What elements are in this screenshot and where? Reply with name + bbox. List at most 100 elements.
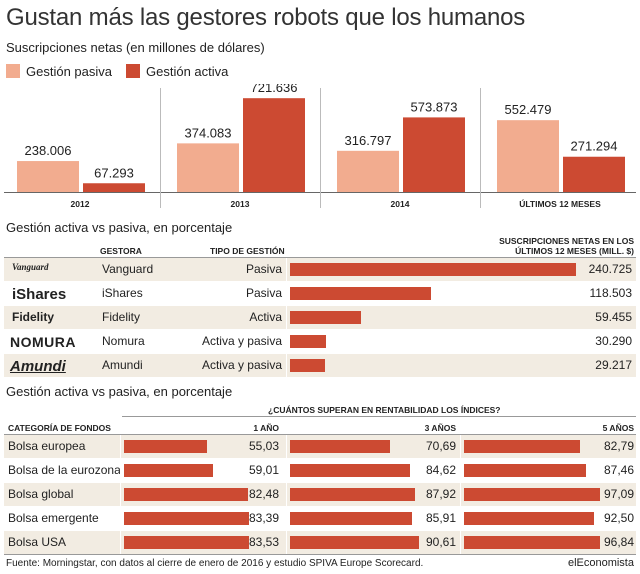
bar-bolsa-usa-3-anos	[290, 536, 419, 549]
category-label-bolsa-usa: Bolsa USA	[8, 535, 67, 549]
bar-fidelity	[290, 311, 361, 324]
bar-gestion-activa-ultimos-12-meses	[563, 156, 625, 192]
gestora-name: Vanguard	[102, 262, 154, 276]
logo-nomura: NOMURA	[10, 334, 76, 350]
value-label-nomura: 30.290	[595, 334, 632, 348]
legend-swatch-activa	[126, 64, 140, 78]
header-period-3: 3 AÑOS	[424, 423, 456, 433]
category-label-bolsa-emergente: Bolsa emergente	[8, 511, 99, 525]
value-label-bolsa-de-la-eurozona-1-ano: 59,01	[248, 463, 279, 477]
bar-bolsa-europea-1-ano	[124, 440, 207, 453]
legend: Gestión pasiva Gestión activa	[6, 62, 242, 80]
value-label-bolsa-europea-3-anos: 70,69	[425, 439, 456, 453]
question-header: ¿CUÁNTOS SUPERAN EN RENTABILIDAD LOS ÍND…	[268, 405, 501, 415]
bar-bolsa-global-5-anos	[464, 488, 600, 501]
category-label-2014: 2014	[391, 199, 410, 209]
bar-bolsa-de-la-eurozona-1-ano	[124, 464, 213, 477]
bar-bolsa-de-la-eurozona-5-anos	[464, 464, 587, 477]
header-tipo: TIPO DE GESTIÓN	[210, 246, 285, 256]
value-label-bolsa-global-3-anos: 87,92	[425, 487, 456, 501]
category-label-2013: 2013	[231, 199, 250, 209]
bar-bolsa-global-1-ano	[124, 488, 248, 501]
tipo-gestion: Pasiva	[245, 262, 282, 276]
bar-gestion-pasiva-2014	[337, 150, 399, 192]
category-label-bolsa-global: Bolsa global	[8, 487, 74, 501]
gestora-name: iShares	[102, 286, 143, 300]
bar-bolsa-emergente-3-anos	[290, 512, 412, 525]
value-label-vanguard: 240.725	[588, 262, 632, 276]
header-gestora: GESTORA	[100, 246, 142, 256]
header-categoria: CATEGORÍA DE FONDOS	[8, 423, 111, 433]
bar-label-gestion-pasiva-ultimos-12-meses: 552.479	[505, 102, 552, 117]
gestora-name: Amundi	[102, 358, 143, 372]
bar-label-gestion-activa-2014: 573.873	[411, 99, 458, 114]
legend-swatch-pasiva	[6, 64, 20, 78]
bar-vanguard	[290, 263, 576, 276]
value-label-bolsa-emergente-1-ano: 83,39	[248, 511, 279, 525]
value-label-ishares: 118.503	[589, 286, 633, 300]
bar-gestion-pasiva-ultimos-12-meses	[497, 120, 559, 192]
bar-label-gestion-activa-2013: 721.636	[251, 84, 298, 95]
chart-subtitle: Suscripciones netas (en millones de dóla…	[6, 40, 265, 55]
column-divider	[120, 435, 121, 555]
legend-label-pasiva: Gestión pasiva	[26, 63, 112, 79]
tipo-gestion: Pasiva	[245, 286, 282, 300]
value-label-bolsa-europea-5-anos: 82,79	[603, 439, 634, 453]
bar-gestion-activa-2014	[403, 117, 465, 192]
value-label-bolsa-usa-3-anos: 90,61	[425, 535, 456, 549]
bar-bolsa-europea-3-anos	[290, 440, 391, 453]
section-title-categorias: Gestión activa vs pasiva, en porcentaje	[6, 384, 233, 399]
bar-bolsa-usa-5-anos	[464, 536, 600, 549]
logo-fidelity: Fidelity	[12, 310, 55, 324]
bar-nomura	[290, 335, 326, 348]
category-label-bolsa-de-la-eurozona: Bolsa de la eurozona	[8, 463, 121, 477]
value-label-fidelity: 59.455	[595, 310, 632, 324]
value-label-bolsa-emergente-3-anos: 85,91	[425, 511, 456, 525]
bar-bolsa-usa-1-ano	[124, 536, 250, 549]
logo-ishares: iShares	[12, 286, 67, 303]
category-label-bolsa-europea: Bolsa europea	[8, 439, 86, 453]
value-label-bolsa-usa-5-anos: 96,84	[603, 535, 634, 549]
gestora-name: Fidelity	[102, 310, 141, 324]
legend-item-pasiva: Gestión pasiva	[6, 64, 112, 79]
bar-label-gestion-activa-ultimos-12-meses: 271.294	[571, 139, 618, 154]
bar-gestion-pasiva-2013	[177, 143, 239, 192]
tipo-gestion: Activa y pasiva	[201, 334, 282, 348]
brand-logo: elEconomista	[567, 557, 634, 569]
bar-bolsa-global-3-anos	[290, 488, 415, 501]
bar-bolsa-de-la-eurozona-3-anos	[290, 464, 411, 477]
bar-bolsa-europea-5-anos	[464, 440, 580, 453]
category-label-2012: 2012	[71, 199, 90, 209]
table-rule	[4, 257, 636, 258]
value-label-bolsa-de-la-eurozona-5-anos: 87,46	[603, 463, 634, 477]
value-label-bolsa-global-1-ano: 82,48	[248, 487, 279, 501]
bar-gestion-activa-2012	[83, 183, 145, 192]
header-period-5: 5 AÑOS	[602, 423, 634, 433]
legend-item-activa: Gestión activa	[126, 64, 228, 79]
tipo-gestion: Activa	[249, 310, 282, 324]
chart-title: Gustan más las gestores robots que los h…	[6, 4, 526, 31]
legend-label-activa: Gestión activa	[146, 63, 229, 79]
value-label-bolsa-usa-1-ano: 83,53	[248, 535, 279, 549]
bar-label-gestion-activa-2012: 67.293	[94, 165, 134, 180]
value-label-bolsa-global-5-anos: 97,09	[603, 487, 634, 501]
question-rule	[122, 416, 636, 417]
bar-bolsa-emergente-1-ano	[124, 512, 250, 525]
column-divider	[460, 435, 461, 555]
header-suscripciones: SUSCRIPCIONES NETAS EN LOS ÚLTIMOS 12 ME…	[499, 236, 634, 256]
column-divider	[286, 258, 287, 378]
bar-gestion-activa-2013	[243, 98, 305, 192]
header-period-1: 1 AÑO	[253, 423, 279, 433]
logo-vanguard: Vanguard	[12, 262, 49, 272]
category-rule	[4, 434, 636, 435]
value-label-bolsa-de-la-eurozona-3-anos: 84,62	[425, 463, 456, 477]
value-label-bolsa-europea-1-ano: 55,03	[248, 439, 279, 453]
source-note: Fuente: Morningstar, con datos al cierre…	[6, 558, 424, 569]
value-label-bolsa-emergente-5-anos: 92,50	[603, 511, 634, 525]
bar-amundi	[290, 359, 325, 372]
column-divider	[286, 435, 287, 555]
tipo-gestion: Activa y pasiva	[201, 358, 282, 372]
gestora-name: Nomura	[102, 334, 145, 348]
bar-label-gestion-pasiva-2012: 238.006	[25, 143, 72, 158]
bar-label-gestion-pasiva-2013: 374.083	[185, 125, 232, 140]
